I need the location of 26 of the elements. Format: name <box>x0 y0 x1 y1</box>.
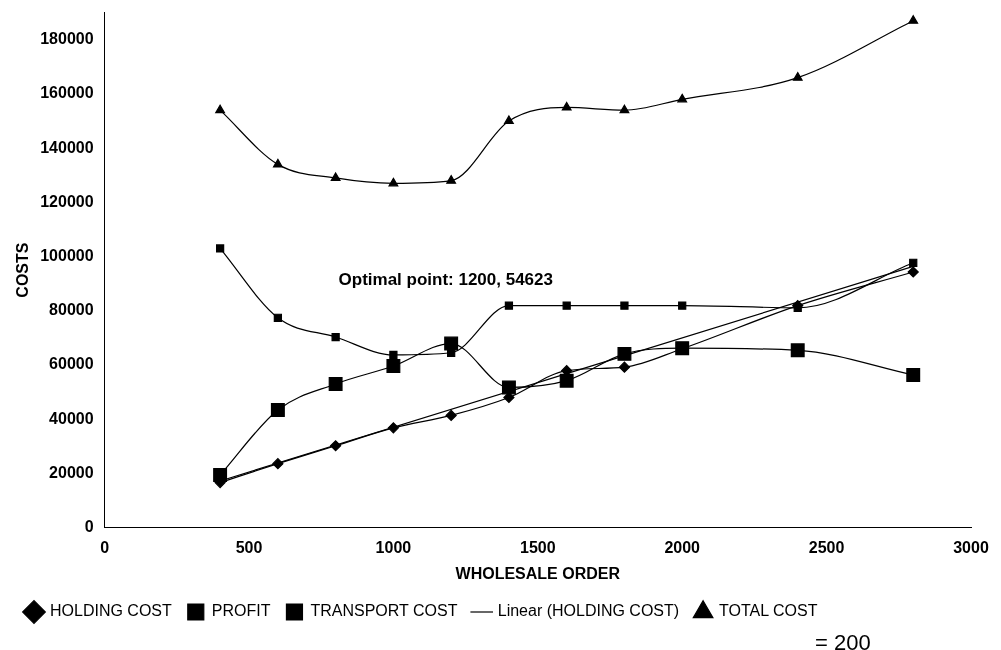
y-tick-label: 180000 <box>40 30 94 48</box>
x-tick-label: 3000 <box>953 538 989 556</box>
y-tick-label: 20000 <box>49 463 94 481</box>
y-tick-label: 0 <box>84 518 94 536</box>
legend-label: TRANSPORT COST <box>310 602 458 620</box>
annotation: Optimal point: 1200, 54623 <box>338 270 553 290</box>
y-tick-label: 40000 <box>49 409 94 427</box>
y-tick-label: 80000 <box>49 301 94 319</box>
y-tick-label: 160000 <box>40 84 94 102</box>
y-axis-title: COSTS <box>14 242 32 298</box>
y-tick-label: 100000 <box>40 246 94 264</box>
y-tick-label: 140000 <box>40 138 94 156</box>
x-tick-label: 500 <box>235 538 263 556</box>
x-tick-label: 1500 <box>520 538 556 556</box>
x-tick-label: 0 <box>100 538 110 556</box>
legend-label: TOTAL COST <box>719 602 818 620</box>
x-tick-label: 1000 <box>375 538 412 556</box>
y-tick-label: 120000 <box>40 192 94 210</box>
y-tick-label: 60000 <box>49 355 94 373</box>
legend-label: Linear (HOLDING COST) <box>497 602 680 620</box>
legend-label: PROFIT <box>211 602 271 620</box>
text: = 200 <box>815 630 871 650</box>
x-tick-label: 2000 <box>664 538 701 556</box>
x-tick-label: 2500 <box>808 538 845 556</box>
legend-label: HOLDING COST <box>50 602 173 620</box>
x-axis-title: WHOLESALE ORDER <box>455 564 621 582</box>
